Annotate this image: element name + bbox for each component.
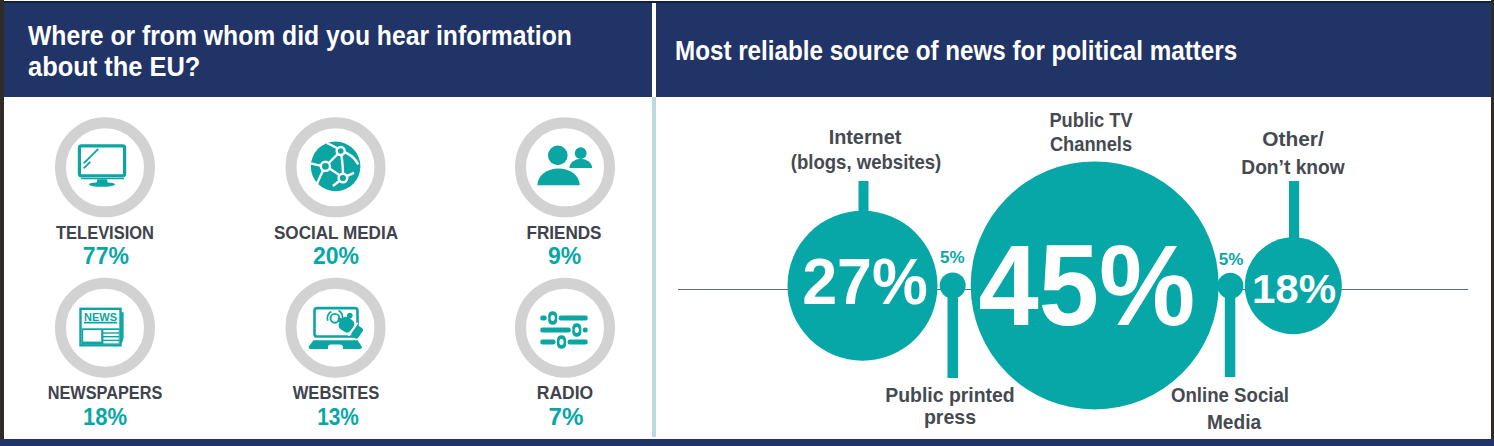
svg-text:NEWS: NEWS (84, 311, 117, 323)
